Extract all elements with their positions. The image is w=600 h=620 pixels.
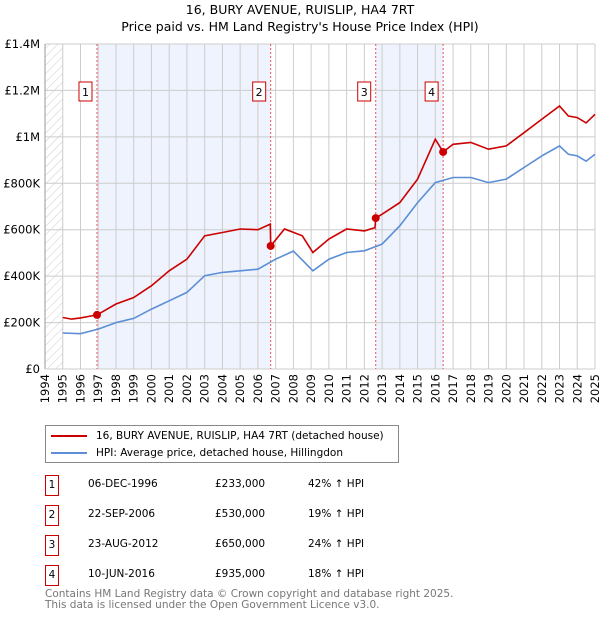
shaded-ownership-band xyxy=(96,44,271,369)
x-tick-label: 2019 xyxy=(482,374,496,403)
sale-date: 23-AUG-2012 xyxy=(88,538,159,550)
x-tick-label: 2020 xyxy=(499,374,513,403)
y-tick-label: £1.2M xyxy=(4,83,40,97)
y-tick-label: £0 xyxy=(25,362,40,376)
x-tick-label: 2022 xyxy=(535,374,549,403)
table-row: 4 10-JUN-2016 £935,000 18% ↑ HPI xyxy=(45,565,545,586)
y-tick-label: £1M xyxy=(15,130,40,144)
sale-price: £530,000 xyxy=(215,508,266,520)
sale-point xyxy=(439,147,448,156)
hpi-change: 18% ↑ HPI xyxy=(308,568,365,580)
sale-date: 10-JUN-2016 xyxy=(88,568,155,580)
sale-label: 2 xyxy=(256,86,263,99)
y-tick-label: £800K xyxy=(3,176,40,190)
x-tick-label: 2011 xyxy=(340,374,354,403)
x-tick-label: 2021 xyxy=(517,374,531,403)
x-tick-label: 1999 xyxy=(127,374,141,403)
y-tick-label: £400K xyxy=(3,269,40,283)
x-tick-label: 2012 xyxy=(357,374,371,403)
x-tick-label: 2004 xyxy=(215,374,229,403)
x-tick-label: 2002 xyxy=(180,374,194,403)
sale-label-box xyxy=(357,81,372,102)
y-tick-label: £600K xyxy=(3,223,40,237)
x-tick-label: 2008 xyxy=(286,374,300,403)
x-tick-label: 2005 xyxy=(233,374,247,403)
x-tick-label: 2023 xyxy=(553,374,567,403)
sale-marker-badge: 1 xyxy=(45,475,59,496)
x-tick-label: 2001 xyxy=(162,374,176,403)
sale-label: 3 xyxy=(361,86,368,99)
x-tick-label: 2016 xyxy=(428,374,442,403)
legend-label: 16, BURY AVENUE, RUISLIP, HA4 7RT (detac… xyxy=(96,430,384,442)
property-price-line xyxy=(62,104,596,320)
hpi-change: 24% ↑ HPI xyxy=(308,538,365,550)
table-row: 2 22-SEP-2006 £530,000 19% ↑ HPI xyxy=(45,505,545,526)
x-tick-label: 2025 xyxy=(588,374,600,403)
sale-label-box xyxy=(252,81,267,102)
x-tick-label: 2007 xyxy=(269,374,283,403)
x-tick-label: 2009 xyxy=(304,374,318,403)
x-tick-label: 2010 xyxy=(322,374,336,403)
hpi-line xyxy=(62,144,596,335)
price-chart: £0 £200K £400K £600K £800K £1M £1.2M £1.4M 1994 1… xyxy=(3,37,600,403)
x-tick-label: 2017 xyxy=(446,374,460,403)
sale-label: 4 xyxy=(428,86,435,99)
legend-swatch-red xyxy=(51,435,87,437)
legend-item-property: 16, BURY AVENUE, RUISLIP, HA4 7RT (detac… xyxy=(51,428,384,444)
sale-price: £935,000 xyxy=(215,568,266,580)
x-tick-label: 2006 xyxy=(251,374,265,403)
x-tick-label: 1997 xyxy=(91,374,105,403)
x-tick-label: 1998 xyxy=(109,374,123,403)
hatched-region xyxy=(45,44,63,369)
sale-label-box xyxy=(78,81,93,102)
sale-marker-badge: 4 xyxy=(45,565,59,586)
y-tick-label: £200K xyxy=(3,316,40,330)
sale-price: £650,000 xyxy=(215,538,266,550)
x-tick-label: 1996 xyxy=(73,374,87,403)
x-tick-label: 2014 xyxy=(393,374,407,403)
footer-line: This data is licensed under the Open Gov… xyxy=(45,599,380,611)
hpi-change: 19% ↑ HPI xyxy=(308,508,365,520)
table-row: 3 23-AUG-2012 £650,000 24% ↑ HPI xyxy=(45,535,545,556)
x-tick-label: 2018 xyxy=(464,374,478,403)
footer-attribution: Contains HM Land Registry data © Crown c… xyxy=(45,589,453,611)
footer-line: Contains HM Land Registry data © Crown c… xyxy=(45,588,454,600)
sale-price: £233,000 xyxy=(215,478,266,490)
sale-date: 06-DEC-1996 xyxy=(88,478,158,490)
sale-point xyxy=(92,310,101,319)
x-tick-label: 2015 xyxy=(411,374,425,403)
sale-label-box xyxy=(424,81,439,102)
chart-subtitle: Price paid vs. HM Land Registry's House … xyxy=(121,19,479,34)
sale-label: 1 xyxy=(82,86,89,99)
x-tick-label: 1994 xyxy=(38,374,52,403)
legend-item-hpi: HPI: Average price, detached house, Hill… xyxy=(51,445,343,461)
x-tick-label: 2000 xyxy=(144,374,158,403)
x-tick-label: 2013 xyxy=(375,374,389,403)
hpi-change: 42% ↑ HPI xyxy=(308,478,365,490)
sale-marker-badge: 2 xyxy=(45,505,59,526)
sale-point xyxy=(371,214,380,223)
x-tick-label: 2024 xyxy=(570,374,584,403)
x-tick-label: 2003 xyxy=(198,374,212,403)
legend-label: HPI: Average price, detached house, Hill… xyxy=(96,447,343,459)
chart-title: 16, BURY AVENUE, RUISLIP, HA4 7RT xyxy=(185,2,415,17)
sale-marker-badge: 3 xyxy=(45,535,59,556)
y-tick-label: £1.4M xyxy=(4,37,40,51)
chart-legend: 16, BURY AVENUE, RUISLIP, HA4 7RT (detac… xyxy=(45,425,399,463)
sale-date: 22-SEP-2006 xyxy=(88,508,156,520)
table-row: 1 06-DEC-1996 £233,000 42% ↑ HPI xyxy=(45,475,545,496)
legend-swatch-blue xyxy=(51,452,87,454)
x-tick-label: 1995 xyxy=(56,374,70,403)
sale-point xyxy=(266,241,275,250)
